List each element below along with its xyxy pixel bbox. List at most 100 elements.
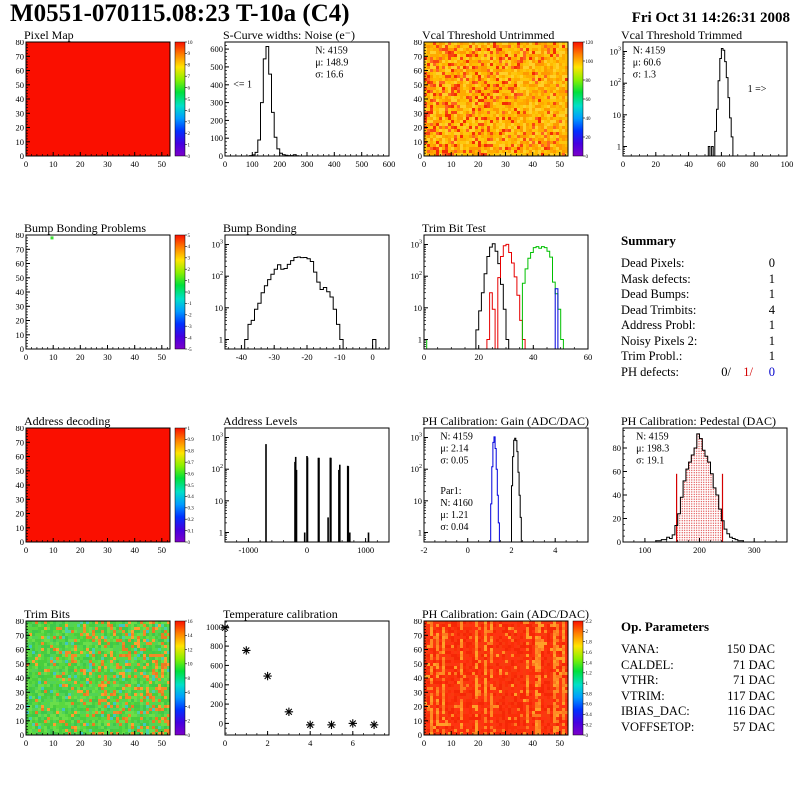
panel-row: VANA:150 DAC [621,642,775,658]
svg-text:16: 16 [188,620,194,625]
svg-text:102: 102 [410,464,422,474]
svg-text:50: 50 [158,352,167,362]
svg-text:300: 300 [210,98,223,108]
svg-text:0.9: 0.9 [188,438,195,443]
svg-text:10: 10 [49,545,58,555]
svg-text:0: 0 [621,159,625,169]
panel-row: Mask defects:1 [621,272,775,288]
svg-text:0.3: 0.3 [188,507,195,512]
svg-text:0.6: 0.6 [188,472,195,477]
svg-text:20: 20 [414,123,423,133]
svg-text:-2: -2 [420,545,427,555]
svg-text:μ: 1.21: μ: 1.21 [440,510,468,521]
svg-text:102: 102 [211,271,223,281]
svg-text:80: 80 [750,159,759,169]
svg-text:30: 30 [103,159,112,169]
svg-text:20: 20 [474,159,483,169]
svg-text:50: 50 [16,659,25,669]
panel-row: VOFFSETOP:57 DAC [621,720,775,736]
svg-text:10: 10 [16,716,25,726]
svg-text:σ: 16.6: σ: 16.6 [315,69,343,80]
svg-text:N: 4159: N: 4159 [315,45,348,56]
svg-text:0: 0 [24,159,28,169]
svg-text:σ: 0.04: σ: 0.04 [440,522,468,533]
svg-text:10: 10 [414,303,423,313]
svg-text:1000: 1000 [206,622,223,632]
svg-text:0: 0 [20,730,24,740]
svg-text:6: 6 [188,86,191,91]
svg-text:40: 40 [613,490,622,500]
svg-text:50: 50 [158,545,167,555]
svg-text:40: 40 [130,738,139,748]
svg-text:10: 10 [49,352,58,362]
panel-row: Address Probl:1 [621,318,775,334]
svg-text:400: 400 [210,80,223,90]
svg-text:20: 20 [76,738,85,748]
svg-text:3: 3 [188,257,191,262]
svg-text:10: 10 [215,303,224,313]
svg-text:7: 7 [188,75,191,80]
svg-text:Par1:: Par1: [440,486,461,497]
svg-text:103: 103 [410,433,422,443]
svg-text:70: 70 [16,51,25,61]
svg-text:1: 1 [418,335,422,345]
svg-text:1: 1 [219,335,223,345]
panel-row: IBIAS_DAC:116 DAC [621,704,775,720]
svg-text:-2: -2 [188,314,193,319]
svg-text:400: 400 [328,159,341,169]
svg-text:20: 20 [474,352,483,362]
svg-text:60: 60 [414,66,423,76]
svg-text:40: 40 [130,545,139,555]
svg-text:2: 2 [188,268,191,273]
svg-text:40: 40 [414,94,423,104]
svg-text:70: 70 [16,244,25,254]
svg-text:80: 80 [414,40,423,47]
svg-text:0: 0 [24,738,28,748]
panel-row: Trim Probl.:1 [621,349,775,365]
svg-text:50: 50 [414,80,423,90]
svg-text:-20: -20 [301,352,312,362]
svg-text:5: 5 [188,98,191,103]
svg-text:40: 40 [16,480,25,490]
svg-text:300: 300 [748,545,761,555]
svg-text:1: 1 [617,142,621,152]
svg-text:0: 0 [20,151,24,161]
svg-text:60: 60 [584,352,593,362]
svg-text:4: 4 [553,545,558,555]
svg-text:1: 1 [188,279,191,284]
svg-text:6: 6 [188,691,191,696]
summary-title: Summary [621,233,775,249]
svg-text:4: 4 [188,705,191,710]
svg-text:0: 0 [219,718,223,728]
timestamp: Fri Oct 31 14:26:31 2008 [632,10,790,27]
svg-text:0: 0 [370,352,374,362]
svg-text:100: 100 [781,159,794,169]
svg-text:0: 0 [20,537,24,547]
svg-text:120: 120 [586,41,594,46]
svg-text:40: 40 [16,673,25,683]
svg-text:70: 70 [414,51,423,61]
svg-text:30: 30 [16,301,25,311]
svg-text:80: 80 [16,233,25,240]
svg-text:0.2: 0.2 [188,518,195,523]
svg-text:40: 40 [16,94,25,104]
svg-text:0: 0 [586,155,589,160]
svg-text:0: 0 [20,344,24,354]
svg-text:0: 0 [617,537,621,547]
svg-text:0: 0 [305,545,309,555]
svg-text:40: 40 [130,159,139,169]
svg-text:102: 102 [609,78,621,88]
